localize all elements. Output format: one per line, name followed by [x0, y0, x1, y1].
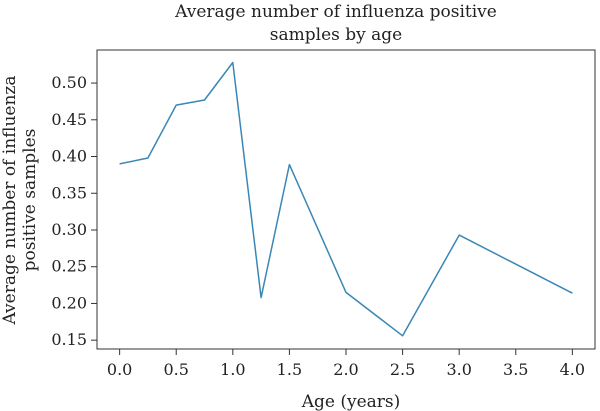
y-tick-label: 0.40	[51, 147, 87, 166]
x-tick-label: 1.0	[220, 360, 245, 379]
series-line	[119, 61, 573, 337]
y-axis-label-line-1: Average number of influenza	[0, 75, 20, 325]
x-axis-label: Age (years)	[301, 392, 401, 411]
x-tick-label: 2.5	[390, 360, 415, 379]
y-tick-label: 0.45	[51, 110, 87, 129]
x-tick-label: 0.5	[164, 360, 189, 379]
y-tick-label: 0.50	[51, 73, 87, 92]
x-tick-label: 2.0	[333, 360, 358, 379]
y-axis: 0.15 0.20 0.25 0.30 0.35 0.40 0.45 0.50	[51, 73, 97, 349]
y-tick-label: 0.15	[51, 330, 87, 349]
chart-title-line-2: samples by age	[270, 25, 402, 45]
plot-frame	[96, 49, 596, 350]
x-tick-label: 1.5	[277, 360, 302, 379]
x-tick-label: 3.5	[503, 360, 528, 379]
x-tick-label: 3.0	[446, 360, 471, 379]
y-tick-label: 0.25	[51, 257, 87, 276]
y-tick-label: 0.35	[51, 183, 87, 202]
x-tick-label: 4.0	[560, 360, 585, 379]
y-tick-label: 0.20	[51, 293, 87, 312]
y-axis-label-line-2: positive samples	[20, 129, 40, 272]
x-tick-label: 0.0	[107, 360, 132, 379]
chart-title-line-1: Average number of influenza positive	[174, 2, 497, 22]
y-tick-label: 0.30	[51, 220, 87, 239]
x-axis: 0.0 0.5 1.0 1.5 2.0 2.5 3.0 3.5 4.0	[107, 349, 585, 379]
